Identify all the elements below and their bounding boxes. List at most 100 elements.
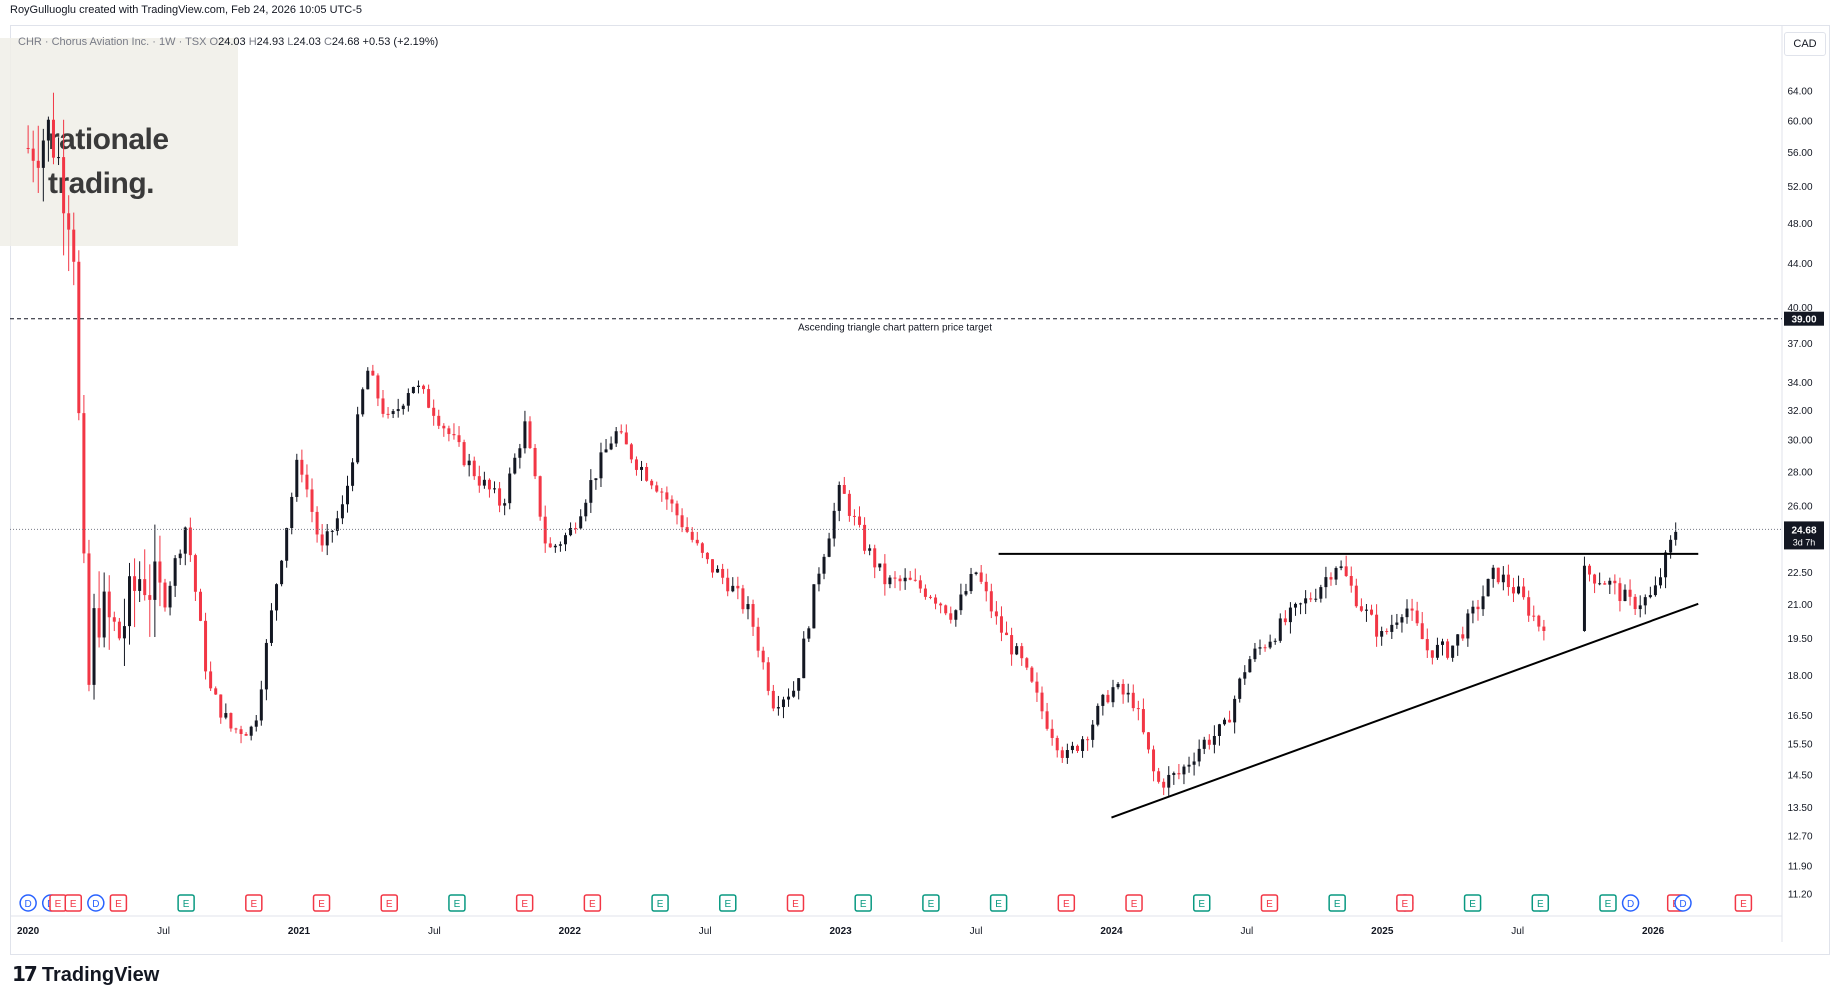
earnings-event-icon <box>786 894 805 912</box>
price-axis[interactable]: 64.00 60.00 56.00 52.00 48.00 44.00 40.00 37.00… <box>1787 87 1812 901</box>
candle-body <box>675 503 679 516</box>
candle-body <box>371 370 375 376</box>
candle-body <box>918 580 922 589</box>
price-tick-label: 64.00 <box>1787 87 1812 98</box>
candle-body <box>680 515 684 528</box>
candle-body <box>264 642 268 690</box>
earnings-event-icon <box>1463 894 1482 912</box>
candle-body <box>422 385 426 390</box>
footer-brand[interactable]: 𝟭𝟳 TradingView <box>12 962 159 987</box>
candle-body <box>1618 583 1622 602</box>
candle-body <box>944 605 948 614</box>
candle-body <box>1162 781 1166 788</box>
candle-body <box>1096 705 1100 725</box>
candle-body <box>716 568 720 573</box>
candle-body <box>1167 774 1171 788</box>
time-tick-label: Jul <box>1240 926 1253 937</box>
candle-body <box>1020 646 1024 659</box>
candle-body <box>1653 585 1657 596</box>
dividend-event-letter: D <box>1679 899 1686 910</box>
price-tick-label: 22.50 <box>1787 568 1812 579</box>
earnings-event-icon <box>380 894 398 912</box>
candle-body <box>1359 606 1363 611</box>
candle-body <box>934 597 938 604</box>
candle-body <box>143 579 147 596</box>
candle-body <box>1380 631 1384 637</box>
candle-body <box>1045 711 1049 729</box>
candle-body <box>1364 609 1368 611</box>
price-tick-label: 14.50 <box>1787 770 1812 781</box>
candle-body <box>482 479 486 486</box>
candle-body <box>386 413 390 415</box>
candle-body <box>1309 598 1313 600</box>
close-value: 24.68 <box>331 36 360 48</box>
dividend-event-icon <box>1674 894 1692 912</box>
countdown-badge-text: 3d 7h <box>1793 537 1816 547</box>
time-tick-label: 2026 <box>1642 926 1665 937</box>
candle-body <box>391 411 395 415</box>
candle-body <box>954 610 958 620</box>
candle-body <box>305 474 309 490</box>
high-label: H <box>248 36 257 48</box>
price-tick-label: 28.00 <box>1787 467 1812 478</box>
currency-selector[interactable]: CAD <box>1784 32 1826 56</box>
candle-body <box>26 147 30 149</box>
candle-body <box>579 516 583 529</box>
earnings-event-icon <box>854 894 872 912</box>
candle-body <box>999 616 1003 633</box>
candle-body <box>1658 577 1662 586</box>
candle-body <box>1324 577 1328 588</box>
candle-body <box>1532 615 1536 617</box>
candle-body <box>969 574 973 592</box>
candle-body <box>1664 552 1668 578</box>
target-price-badge-text: 39.00 <box>1791 315 1816 326</box>
candle-body <box>1076 745 1079 751</box>
candle-body <box>1040 692 1044 712</box>
candle-body <box>1131 692 1135 709</box>
candle-body <box>776 707 780 709</box>
price-tick-label: 52.00 <box>1787 182 1812 193</box>
candle-body <box>1339 566 1343 569</box>
earnings-event-icon <box>1531 894 1550 912</box>
earnings-event-letter: E <box>928 899 935 910</box>
candle-body <box>92 608 96 685</box>
candle-body <box>1035 681 1039 693</box>
candle-body <box>1542 626 1546 631</box>
candle-body <box>1121 683 1125 695</box>
candle-body <box>1476 606 1480 610</box>
candle-body <box>949 613 953 620</box>
candle-body <box>1425 639 1429 651</box>
candle-body <box>1613 580 1617 584</box>
candle-body <box>873 548 877 568</box>
candle-body <box>1126 692 1130 695</box>
candle-body <box>832 510 836 539</box>
symbol-legend[interactable]: CHR · Chorus Aviation Inc. · 1W · TSX O2… <box>18 36 438 48</box>
candle-body <box>913 579 917 581</box>
price-tick-label: 37.00 <box>1787 339 1812 350</box>
earnings-event-icon <box>1734 894 1753 912</box>
candle-body <box>1304 598 1308 604</box>
candle-body <box>731 585 735 592</box>
candle-body <box>1228 719 1232 723</box>
candle-body <box>254 720 258 727</box>
candle-body <box>1481 596 1485 610</box>
candle-body <box>259 689 263 721</box>
candle-body <box>1319 587 1323 599</box>
earnings-event-icon <box>651 894 669 912</box>
candle-body <box>193 555 197 592</box>
candle-body <box>396 409 400 412</box>
candle-body <box>756 626 760 651</box>
candle-body <box>1486 578 1490 597</box>
watermark-logo: rationale trading. <box>0 38 238 246</box>
candle-body <box>219 694 223 718</box>
low-value: 24.03 <box>293 36 321 48</box>
time-axis[interactable]: 2020 Jul 2021 Jul 2022 Jul 2023 Jul 2024 Jul 2025 J… <box>17 926 1665 937</box>
candle-body <box>269 610 273 643</box>
candle-body <box>939 603 943 606</box>
candle-body <box>670 499 674 504</box>
earnings-event-letter: E <box>860 899 867 910</box>
watermark-line2: trading. <box>48 167 154 200</box>
candle-body <box>325 531 329 546</box>
earnings-event-icon <box>177 894 195 912</box>
